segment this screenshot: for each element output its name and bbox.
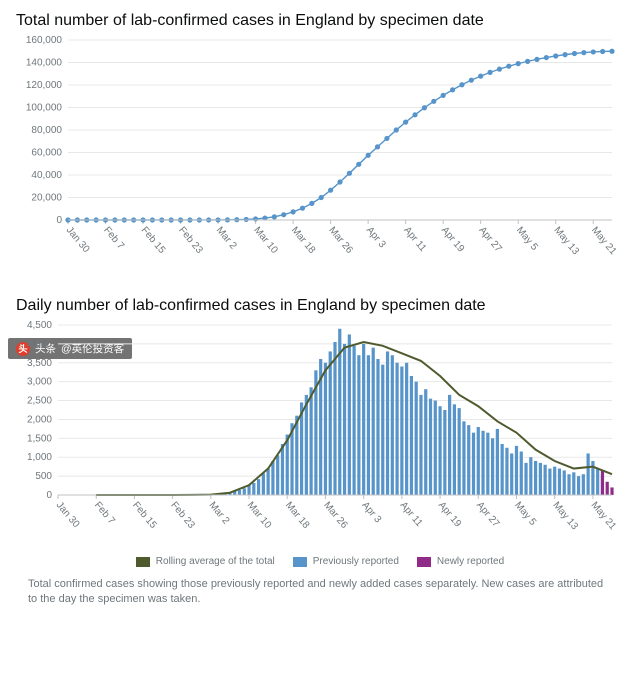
chart1-title: Total number of lab-confirmed cases in E…: [0, 0, 640, 34]
svg-text:May 13: May 13: [550, 500, 580, 533]
svg-text:3,000: 3,000: [27, 377, 52, 388]
chart2-title: Daily number of lab-confirmed cases in E…: [0, 275, 640, 319]
svg-text:Feb 7: Feb 7: [101, 225, 126, 252]
svg-text:Apr 27: Apr 27: [476, 225, 504, 255]
svg-text:2,500: 2,500: [27, 396, 52, 407]
svg-text:3,500: 3,500: [27, 358, 52, 369]
svg-text:Apr 27: Apr 27: [474, 500, 502, 530]
legend-swatch: [293, 557, 307, 567]
svg-text:20,000: 20,000: [31, 193, 62, 204]
svg-text:Jan 30: Jan 30: [54, 500, 82, 530]
svg-text:60,000: 60,000: [31, 148, 62, 159]
svg-text:500: 500: [35, 471, 52, 482]
svg-text:Feb 15: Feb 15: [139, 225, 168, 256]
svg-text:0: 0: [46, 490, 52, 501]
chart2-wrap: 0 500 1,000 1,500 2,000 2,500 3,000 3,500 4,000 4…: [16, 319, 624, 550]
svg-text:80,000: 80,000: [31, 125, 62, 136]
svg-text:Apr 19: Apr 19: [439, 225, 467, 255]
chart2-legend: Rolling average of the total Previously r…: [0, 556, 640, 567]
svg-text:2,000: 2,000: [27, 414, 52, 425]
svg-text:Jan 30: Jan 30: [64, 225, 92, 255]
svg-text:Apr 11: Apr 11: [398, 500, 425, 529]
svg-text:1,500: 1,500: [27, 433, 52, 444]
svg-text:160,000: 160,000: [26, 35, 63, 46]
svg-text:0: 0: [56, 215, 62, 226]
chart1-wrap: 0 20,000 40,000 60,000 80,000 100,000 120,000 1…: [16, 34, 624, 275]
legend-label: Rolling average of the total: [156, 556, 275, 567]
svg-text:4,500: 4,500: [27, 320, 52, 331]
svg-text:Mar 10: Mar 10: [251, 225, 280, 256]
legend-swatch: [417, 557, 431, 567]
svg-text:May 5: May 5: [514, 225, 540, 253]
svg-text:4,000: 4,000: [27, 339, 52, 350]
svg-text:100,000: 100,000: [26, 103, 63, 114]
legend-item: Rolling average of the total: [136, 556, 275, 567]
footnote: Total confirmed cases showing those prev…: [0, 567, 640, 607]
svg-text:40,000: 40,000: [31, 170, 62, 181]
chart1-svg: 0 20,000 40,000 60,000 80,000 100,000 120,000 1…: [16, 34, 624, 270]
svg-text:Feb 23: Feb 23: [176, 225, 205, 256]
svg-text:1,000: 1,000: [27, 452, 52, 463]
svg-text:Apr 11: Apr 11: [401, 225, 428, 254]
legend-label: Previously reported: [313, 556, 399, 567]
svg-text:Mar 10: Mar 10: [245, 500, 274, 531]
svg-text:Apr 3: Apr 3: [364, 225, 388, 251]
svg-text:120,000: 120,000: [26, 80, 63, 91]
svg-text:May 5: May 5: [512, 500, 538, 528]
chart2-svg: 0 500 1,000 1,500 2,000 2,500 3,000 3,500 4,000 4…: [16, 319, 624, 545]
svg-text:Feb 7: Feb 7: [92, 500, 117, 527]
svg-text:Mar 18: Mar 18: [283, 500, 312, 531]
svg-text:140,000: 140,000: [26, 58, 63, 69]
svg-text:May 21: May 21: [589, 500, 619, 533]
legend-item: Newly reported: [417, 556, 504, 567]
svg-text:Mar 18: Mar 18: [289, 225, 318, 256]
svg-text:Mar 26: Mar 26: [321, 500, 350, 531]
svg-text:Mar 26: Mar 26: [326, 225, 355, 256]
svg-text:Apr 19: Apr 19: [436, 500, 464, 530]
svg-text:May 13: May 13: [551, 225, 581, 258]
svg-text:May 21: May 21: [589, 225, 619, 258]
svg-text:Mar 2: Mar 2: [207, 500, 232, 527]
svg-text:Feb 23: Feb 23: [168, 500, 197, 531]
svg-text:Mar 2: Mar 2: [214, 225, 239, 252]
svg-text:Apr 3: Apr 3: [359, 500, 383, 526]
legend-item: Previously reported: [293, 556, 399, 567]
legend-swatch: [136, 557, 150, 567]
svg-text:Feb 15: Feb 15: [130, 500, 159, 531]
legend-label: Newly reported: [437, 556, 504, 567]
